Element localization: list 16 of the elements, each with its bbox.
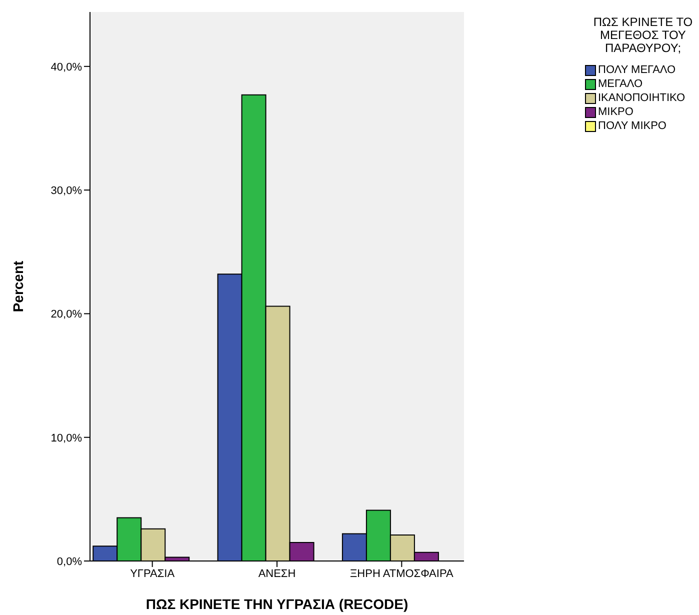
x-tick-label: ΞΗΡΗ ΑΤΜΟΣΦΑΙΡΑ — [350, 568, 454, 580]
legend-label: ΜΕΓΑΛΟ — [598, 78, 643, 90]
x-tick-label: ΥΓΡΑΣΙΑ — [130, 568, 176, 580]
y-axis-title: Percent — [10, 260, 26, 312]
y-tick-label: 40,0% — [50, 61, 82, 74]
legend-label: ΠΟΛΥ ΜΕΓΑΛΟ — [598, 64, 676, 76]
legend-label: ΜΙΚΡΟ — [598, 106, 634, 118]
y-tick-label: 20,0% — [50, 308, 82, 321]
x-axis-title: ΠΩΣ ΚΡΙΝΕΤΕ ΤΗΝ ΥΓΡΑΣΙΑ (RECODE) — [146, 596, 408, 612]
x-tick-label: ΑΝΕΣΗ — [258, 568, 296, 580]
legend-label: ΠΟΛΥ ΜΙΚΡΟ — [598, 120, 666, 132]
y-tick-label: 0,0% — [56, 556, 82, 568]
y-tick-label: 10,0% — [50, 432, 82, 444]
legend-label: ΙΚΑΝΟΠΟΙΗΤΙΚΟ — [598, 92, 686, 104]
legend-title: ΠΩΣ ΚΡΙΝΕΤΕ ΤΟ ΜΕΓΕΘΟΣ ΤΟΥ ΠΑΡΑΘΥΡΟΥ; — [592, 15, 694, 55]
y-tick-label: 30,0% — [50, 184, 82, 197]
